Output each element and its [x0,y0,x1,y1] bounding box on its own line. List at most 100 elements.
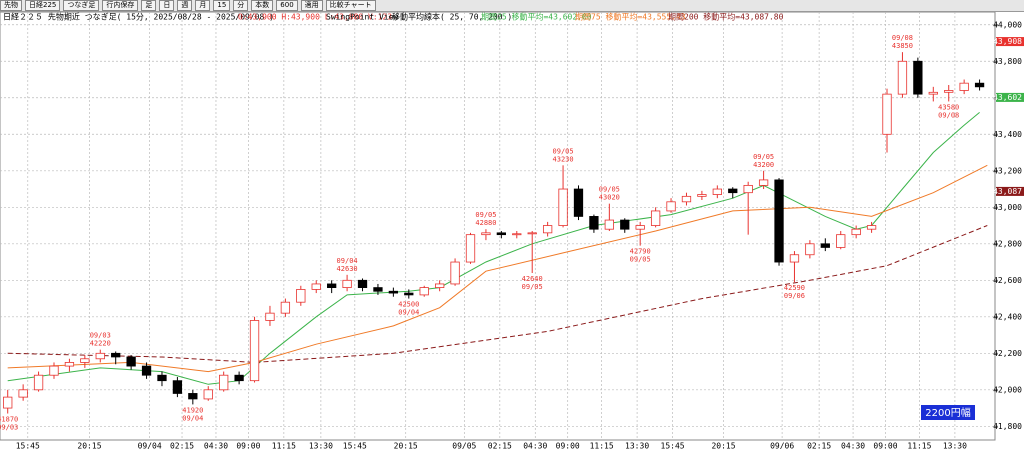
candle-body [373,287,383,292]
x-tick-label: 04:30 [523,442,547,451]
price-tag [996,186,1024,196]
swing-label: 09/05 [753,153,774,161]
candle-body [604,219,614,230]
market-select[interactable]: 先物 [0,0,22,11]
candle-body [141,365,152,376]
x-tick-label: 09/04 [138,442,162,451]
info-ma: 移動平均線本( 25, 70, 200 ) [392,12,512,22]
swing-label: 42630 [337,265,358,273]
candle-body [126,356,136,367]
swing-label: 09/05 [599,186,620,194]
count-input[interactable]: 600 [276,0,298,11]
y-tick-label: 43,200 [993,166,1022,175]
candle-body [234,374,244,382]
range-label: 2200円幅 [925,406,970,419]
info-ohlc: O:43,900 H:43,900 L:43,880 V:123 [238,13,392,22]
moving-average [7,164,988,373]
swing-label: 09/05 [475,211,496,219]
candle-body [357,279,368,288]
button[interactable]: 週 [177,0,193,11]
x-tick-label: 09/06 [770,442,794,451]
candle-body [265,312,275,321]
info-line: 日経２２５ 先物期近 つなぎ足( 15分, 2025/08/28 - 2025/… [3,12,784,22]
swing-label: 09/04 [398,309,419,317]
moving-average [7,225,988,363]
candle-body [820,243,830,248]
y-tick-label: 42,400 [993,312,1022,321]
swing-label: 09/06 [784,292,805,300]
y-tick-label: 43,000 [993,203,1022,212]
candle-body [18,389,28,398]
price-tag [996,92,1024,102]
x-tick-label: 20:15 [77,442,101,451]
compare-button[interactable]: 比較チャート [325,0,376,11]
x-tick-label: 02:15 [488,442,512,451]
swing-label: 09/05 [630,256,651,264]
y-tick-label: 42,000 [993,385,1022,394]
button[interactable]: 足 [141,0,157,11]
candle-body [851,228,861,236]
candle-body [573,188,584,217]
candle-body [219,374,229,391]
candle-body [944,90,954,93]
interval-unit: 分 [233,0,249,11]
swing-label: 09/04 [337,257,358,265]
x-tick-label: 09:00 [556,442,580,451]
info-view: SwingPoint View [326,13,398,22]
candle-body [928,91,938,95]
candle-body [866,225,877,230]
candle-body [203,389,213,400]
apply-button[interactable]: 適用 [300,0,323,11]
mode-select[interactable]: つなぎ足 [63,0,100,11]
swing-label: 41920 [182,406,203,414]
button[interactable]: 日 [159,0,175,11]
y-tick-label: 43,400 [993,130,1022,139]
swing-label: 41870 [0,416,18,424]
x-tick-label: 09:00 [873,442,897,451]
candle-body [342,279,352,288]
candle-body [882,93,892,135]
plot-area [0,12,996,441]
x-tick-label: 15:45 [661,442,685,451]
x-tick-label: 02:15 [807,442,831,451]
swing-label: 43230 [553,155,574,163]
candle-body [558,188,568,226]
y-tick-label: 42,800 [993,239,1022,248]
y-tick-label: 42,600 [993,276,1022,285]
button[interactable]: 行内保存 [102,0,139,11]
info-ma75: 期間75 移動平均=43,555.43 [575,12,686,22]
candle-body [913,60,923,95]
price-tag-label: 43,087 [993,187,1022,196]
symbol-select[interactable]: 日経225 [25,0,61,11]
swing-label: 09/03 [90,332,111,340]
candle-body [111,352,121,358]
candle-body [974,82,985,88]
x-tick-label: 20:15 [394,442,418,451]
candle-body [666,201,676,212]
candle-body [172,380,183,394]
price-tag [996,37,1024,47]
x-tick-label: 15:45 [16,442,40,451]
candle-body [280,301,291,314]
candle-body [635,225,645,230]
candle-body [789,254,800,263]
interval-input[interactable]: 15 [213,0,231,11]
candle-body [80,358,90,363]
candle-body [681,195,692,203]
candle-body [49,365,59,376]
x-tick-label: 11:15 [907,442,931,451]
candle-body [836,234,846,248]
swing-label: 09/08 [938,111,959,119]
candle-body [743,184,753,194]
button[interactable]: 月 [195,0,211,11]
x-tick-label: 15:45 [343,442,367,451]
info-ma200: 期間200 移動平均=43,087.80 [668,12,784,22]
candle-body [758,179,769,186]
swing-label: 42590 [784,284,805,292]
x-tick-label: 04:30 [841,442,865,451]
swing-label: 43580 [938,103,959,111]
price-tag-label: 43,908 [993,37,1022,46]
count-label: 本数 [251,0,274,11]
x-tick-label: 13:30 [943,442,967,451]
candle-body [327,283,337,288]
